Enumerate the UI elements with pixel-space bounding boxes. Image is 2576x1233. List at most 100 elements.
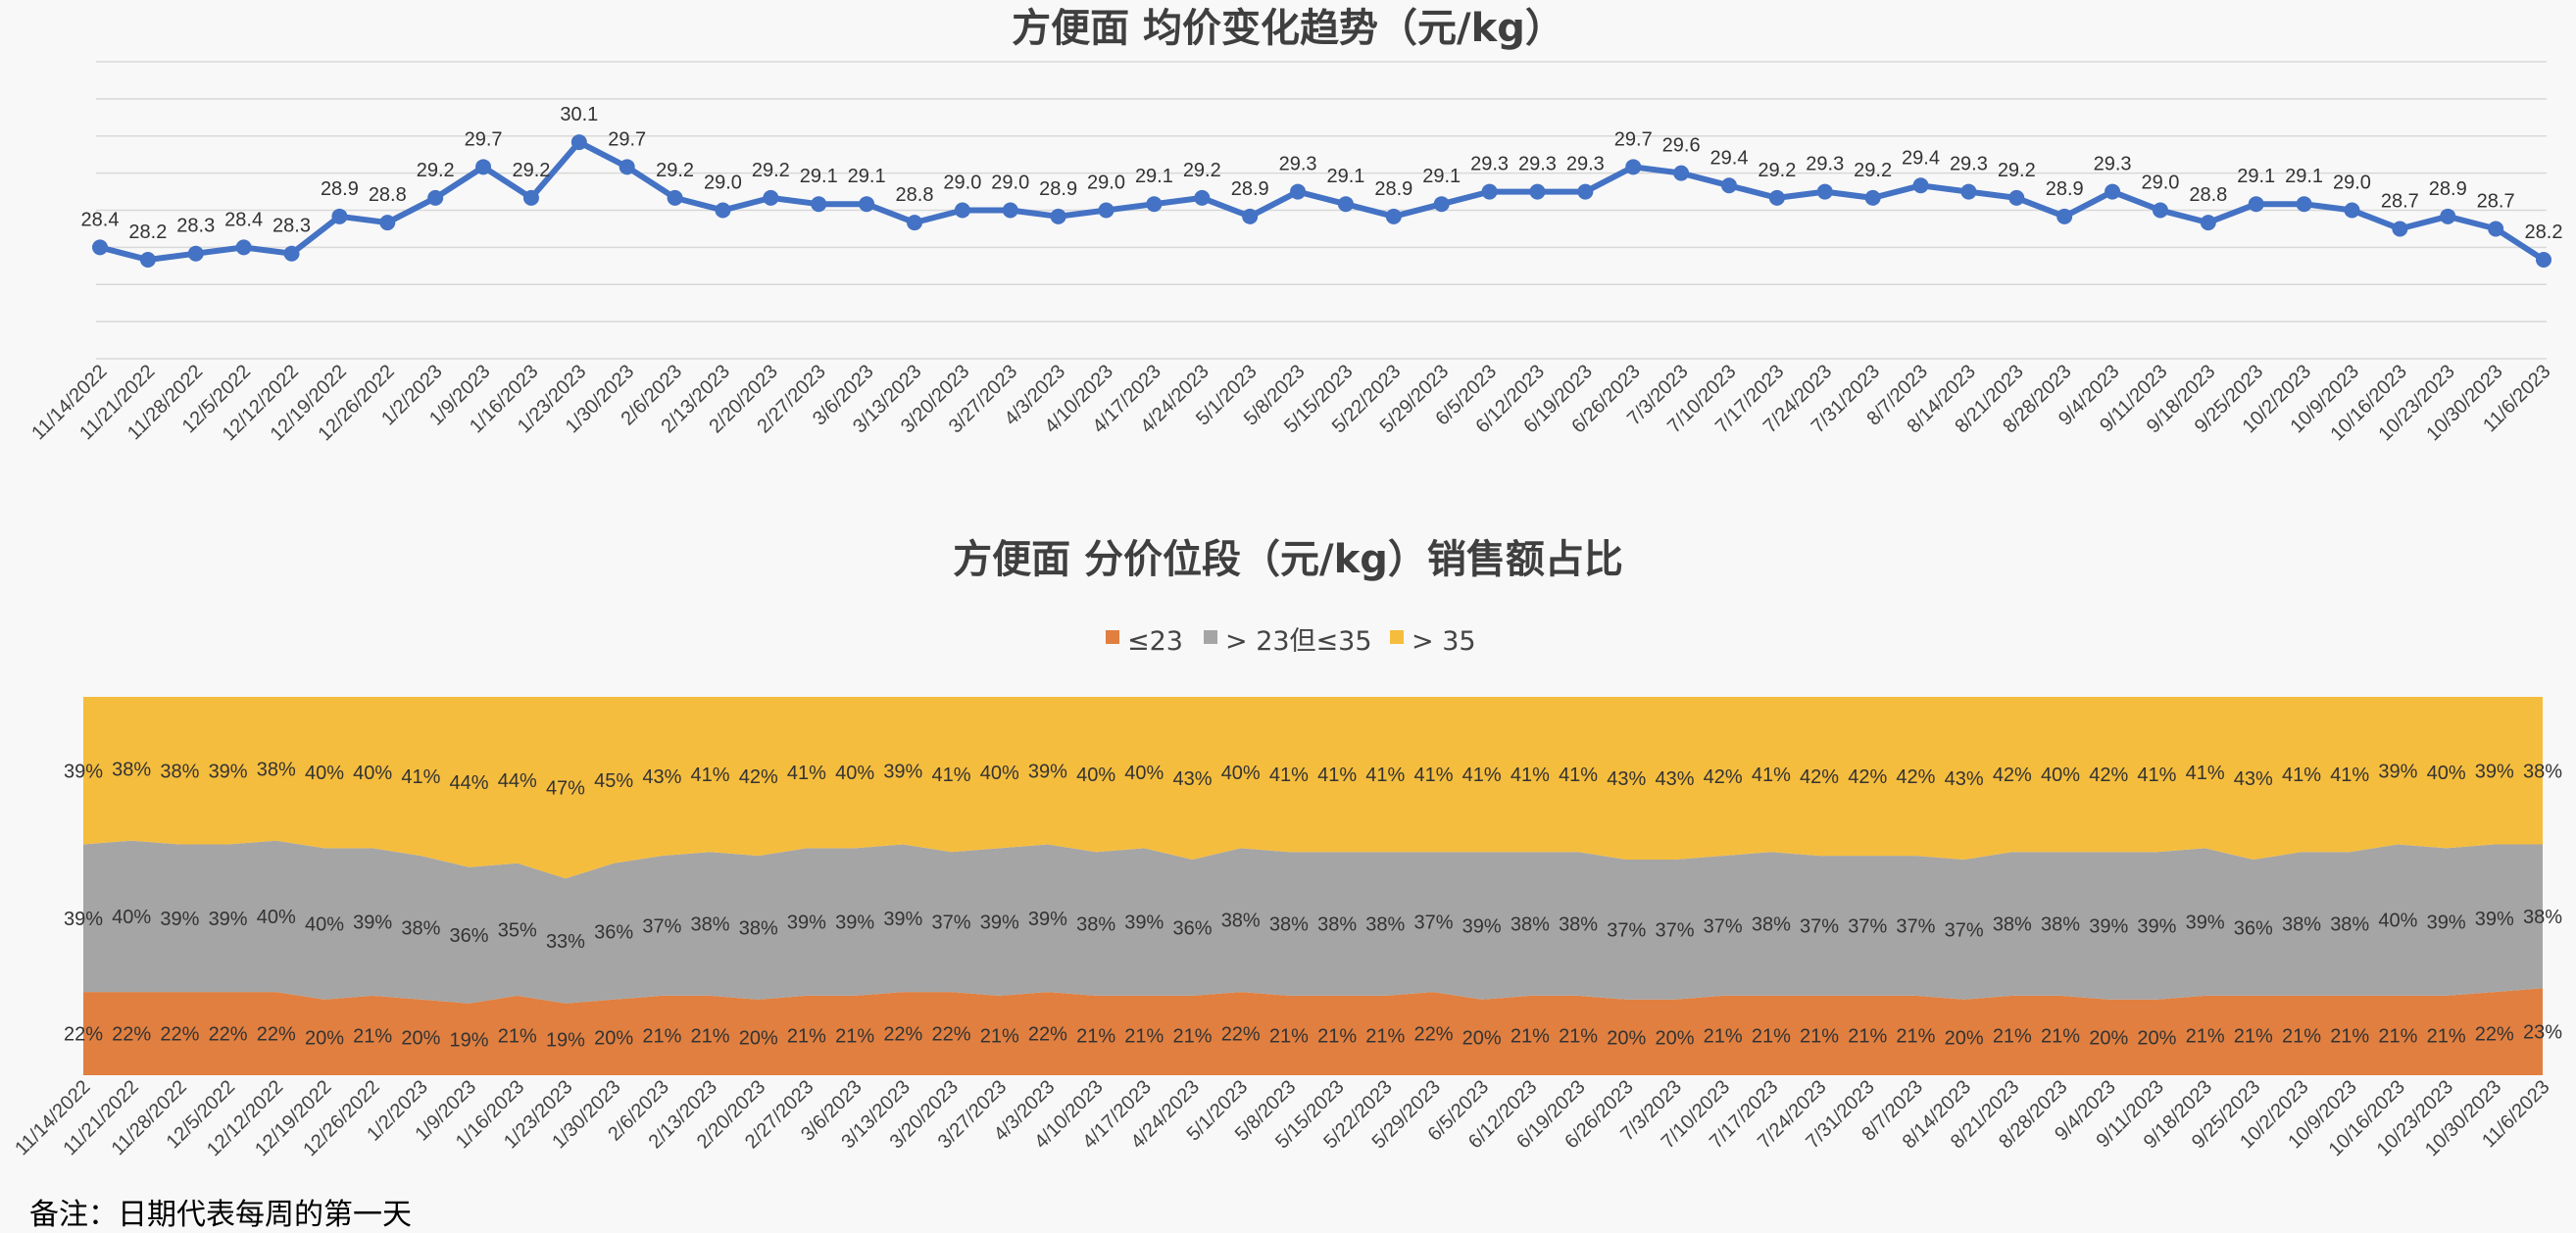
area-pct-label: 38% [1559, 914, 1598, 936]
area-pct-label: 20% [1945, 1027, 1984, 1049]
line-data-label: 29.7 [465, 128, 503, 150]
line-data-label: 29.1 [800, 166, 838, 187]
area-chart-title: 方便面 分价位段（元/kg）销售额占比 [953, 537, 1623, 582]
area-pct-label: 45% [594, 770, 633, 792]
area-pct-label: 38% [2523, 907, 2562, 928]
line-data-label: 29.1 [1135, 166, 1173, 187]
line-data-label: 28.8 [2189, 184, 2227, 206]
line-point [1385, 208, 1402, 224]
area-pct-label: 41% [1317, 764, 1357, 786]
legend-swatch [1390, 630, 1404, 644]
footnote: 备注：日期代表每周的第一天 [29, 1198, 412, 1232]
line-point [475, 159, 492, 175]
area-pct-label: 41% [691, 764, 730, 786]
line-point [2344, 202, 2360, 219]
legend-label: > 35 [1412, 626, 1476, 657]
line-data-label: 29.2 [1854, 160, 1892, 181]
line-point [1002, 202, 1018, 219]
area-pct-label: 21% [1559, 1025, 1598, 1047]
area-pct-label: 37% [1800, 916, 1839, 938]
area-pct-label: 38% [1752, 914, 1791, 936]
line-data-label: 29.3 [1950, 154, 1988, 175]
area-pct-label: 37% [1945, 919, 1984, 941]
line-data-label: 29.0 [2141, 173, 2179, 194]
line-data-label: 29.2 [752, 160, 790, 181]
line-data-label: 29.7 [1614, 128, 1653, 150]
area-pct-label: 39% [209, 909, 248, 930]
area-pct-label: 22% [932, 1024, 971, 1046]
area-pct-label: 40% [2427, 763, 2466, 784]
area-pct-label: 38% [739, 917, 778, 939]
area-pct-label: 21% [1365, 1025, 1405, 1047]
area-pct-label: 21% [2330, 1025, 2369, 1047]
line-point [2105, 183, 2121, 200]
line-point [1050, 208, 1066, 224]
area-pct-label: 39% [209, 761, 248, 782]
area-pct-label: 22% [883, 1024, 922, 1046]
area-pct-label: 21% [835, 1025, 874, 1047]
line-data-label: 28.9 [1374, 178, 1412, 200]
area-pct-label: 21% [1848, 1025, 1887, 1047]
line-data-label: 29.0 [704, 173, 742, 194]
line-data-label: 28.9 [1039, 178, 1077, 200]
area-pct-label: 21% [1172, 1025, 1212, 1047]
area-pct-label: 39% [883, 761, 922, 782]
area-pct-label: 38% [1365, 914, 1405, 936]
area-pct-label: 41% [401, 766, 440, 788]
area-pct-label: 38% [2523, 761, 2562, 782]
area-pct-label: 39% [2089, 916, 2128, 938]
area-pct-label: 21% [353, 1025, 392, 1047]
area-chart-pct-labels: 22% 22% 22% 22% 22% 20% 21% 20% 19% 21% 19% 20% 21% 2… [64, 759, 2562, 1051]
area-pct-label: 41% [1269, 764, 1309, 786]
line-point [1960, 183, 1977, 200]
area-pct-label: 21% [1124, 1025, 1164, 1047]
area-pct-label: 39% [64, 761, 103, 782]
line-point [522, 189, 539, 206]
line-data-label: 28.2 [2525, 222, 2563, 243]
line-point [331, 208, 348, 224]
line-point [1433, 196, 1450, 213]
area-pct-label: 39% [2137, 916, 2176, 938]
line-point [1577, 183, 1594, 200]
line-data-label: 29.0 [1087, 173, 1125, 194]
area-pct-label: 43% [1607, 768, 1646, 790]
area-pct-label: 44% [498, 770, 537, 792]
line-point [1242, 208, 1259, 224]
line-point [715, 202, 731, 219]
area-pct-label: 39% [980, 912, 1019, 934]
area-pct-label: 41% [1413, 764, 1453, 786]
area-pct-label: 39% [2475, 761, 2514, 782]
area-pct-label: 38% [1076, 914, 1115, 936]
line-point [1146, 196, 1163, 213]
line-point [2296, 196, 2312, 213]
area-series-0 [83, 988, 2543, 1075]
line-data-label: 29.2 [656, 160, 694, 181]
line-data-label: 28.7 [2381, 190, 2419, 212]
line-point [187, 245, 204, 262]
area-pct-label: 42% [1993, 764, 2032, 786]
area-pct-label: 40% [835, 763, 874, 784]
line-point [2152, 202, 2168, 219]
area-pct-label: 22% [1028, 1024, 1067, 1046]
area-pct-label: 37% [1655, 919, 1694, 941]
line-point [1816, 183, 1833, 200]
line-data-label: 29.3 [1470, 154, 1509, 175]
area-pct-label: 42% [1848, 766, 1887, 788]
area-pct-label: 38% [257, 759, 296, 780]
area-pct-label: 43% [642, 766, 681, 788]
area-pct-label: 40% [305, 914, 344, 936]
area-pct-label: 21% [2234, 1025, 2273, 1047]
area-pct-label: 42% [1896, 766, 1935, 788]
area-pct-label: 39% [353, 912, 392, 934]
line-point [1721, 177, 1737, 194]
line-data-label: 29.1 [1422, 166, 1461, 187]
line-data-label: 29.3 [1518, 154, 1557, 175]
legend-swatch [1204, 630, 1217, 644]
area-pct-label: 39% [1462, 916, 1502, 938]
area-pct-label: 38% [1511, 914, 1550, 936]
area-pct-label: 41% [787, 763, 826, 784]
line-point [139, 252, 156, 268]
line-data-label: 28.9 [1231, 178, 1269, 200]
line-point [1912, 177, 1929, 194]
line-point [1194, 189, 1211, 206]
